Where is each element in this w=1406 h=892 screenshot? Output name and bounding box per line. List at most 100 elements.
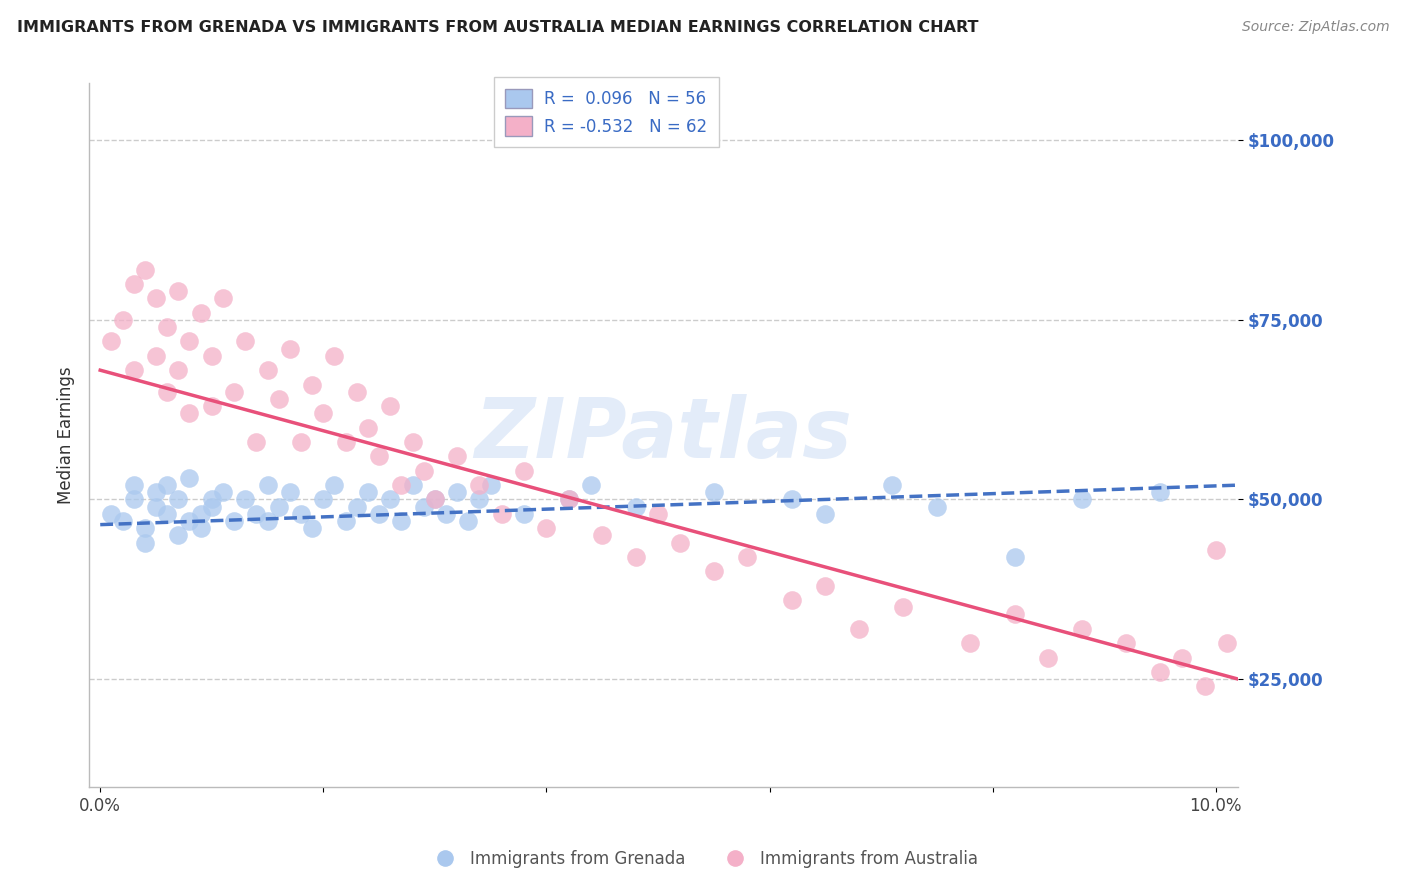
Point: [167, 528, 190, 542]
Point: [468, 492, 491, 507]
Point: [368, 507, 391, 521]
Point: [457, 514, 479, 528]
Point: [134, 521, 156, 535]
Point: [335, 435, 357, 450]
Point: [389, 514, 412, 528]
Point: [703, 485, 725, 500]
Point: [267, 392, 290, 406]
Point: [624, 500, 647, 514]
Point: [446, 450, 468, 464]
Point: [233, 492, 256, 507]
Point: [145, 349, 167, 363]
Point: [201, 349, 224, 363]
Point: [323, 478, 346, 492]
Point: [323, 349, 346, 363]
Point: [233, 334, 256, 349]
Point: [167, 363, 190, 377]
Point: [156, 478, 179, 492]
Point: [1115, 636, 1137, 650]
Point: [814, 579, 837, 593]
Point: [222, 384, 245, 399]
Point: [412, 500, 434, 514]
Point: [780, 593, 803, 607]
Point: [882, 478, 904, 492]
Point: [201, 492, 224, 507]
Point: [536, 521, 558, 535]
Point: [357, 420, 380, 434]
Point: [780, 492, 803, 507]
Point: [591, 528, 613, 542]
Point: [201, 500, 224, 514]
Point: [1216, 636, 1239, 650]
Point: [401, 478, 423, 492]
Legend: Immigrants from Grenada, Immigrants from Australia: Immigrants from Grenada, Immigrants from…: [422, 844, 984, 875]
Point: [100, 507, 122, 521]
Point: [256, 514, 278, 528]
Point: [156, 384, 179, 399]
Point: [380, 399, 402, 413]
Point: [212, 291, 235, 305]
Point: [256, 363, 278, 377]
Point: [245, 507, 267, 521]
Point: [380, 492, 402, 507]
Point: [1171, 650, 1194, 665]
Point: [156, 320, 179, 334]
Point: [423, 492, 446, 507]
Text: IMMIGRANTS FROM GRENADA VS IMMIGRANTS FROM AUSTRALIA MEDIAN EARNINGS CORRELATION: IMMIGRANTS FROM GRENADA VS IMMIGRANTS FR…: [17, 20, 979, 35]
Point: [647, 507, 669, 521]
Point: [190, 507, 212, 521]
Point: [1070, 492, 1092, 507]
Point: [959, 636, 981, 650]
Point: [167, 284, 190, 298]
Point: [357, 485, 380, 500]
Point: [122, 478, 145, 492]
Point: [167, 492, 190, 507]
Point: [122, 277, 145, 291]
Point: [346, 384, 368, 399]
Point: [312, 492, 335, 507]
Point: [412, 464, 434, 478]
Point: [190, 521, 212, 535]
Point: [735, 549, 758, 564]
Point: [100, 334, 122, 349]
Point: [122, 363, 145, 377]
Point: [301, 377, 323, 392]
Point: [1205, 542, 1227, 557]
Point: [179, 514, 201, 528]
Point: [190, 306, 212, 320]
Point: [256, 478, 278, 492]
Point: [179, 471, 201, 485]
Point: [1070, 622, 1092, 636]
Point: [491, 507, 513, 521]
Point: [513, 507, 536, 521]
Point: [179, 406, 201, 420]
Point: [669, 535, 692, 549]
Point: [346, 500, 368, 514]
Point: [145, 500, 167, 514]
Point: [848, 622, 870, 636]
Point: [222, 514, 245, 528]
Point: [134, 262, 156, 277]
Point: [558, 492, 581, 507]
Point: [468, 478, 491, 492]
Point: [1004, 549, 1026, 564]
Point: [1149, 485, 1171, 500]
Point: [335, 514, 357, 528]
Point: [1149, 665, 1171, 679]
Point: [212, 485, 235, 500]
Point: [278, 485, 301, 500]
Point: [1194, 679, 1216, 693]
Point: [401, 435, 423, 450]
Point: [245, 435, 267, 450]
Point: [111, 313, 134, 327]
Point: [893, 600, 915, 615]
Text: ZIPatlas: ZIPatlas: [475, 394, 852, 475]
Point: [579, 478, 602, 492]
Point: [179, 334, 201, 349]
Point: [278, 342, 301, 356]
Point: [1038, 650, 1060, 665]
Point: [368, 450, 391, 464]
Point: [290, 435, 312, 450]
Point: [267, 500, 290, 514]
Point: [145, 485, 167, 500]
